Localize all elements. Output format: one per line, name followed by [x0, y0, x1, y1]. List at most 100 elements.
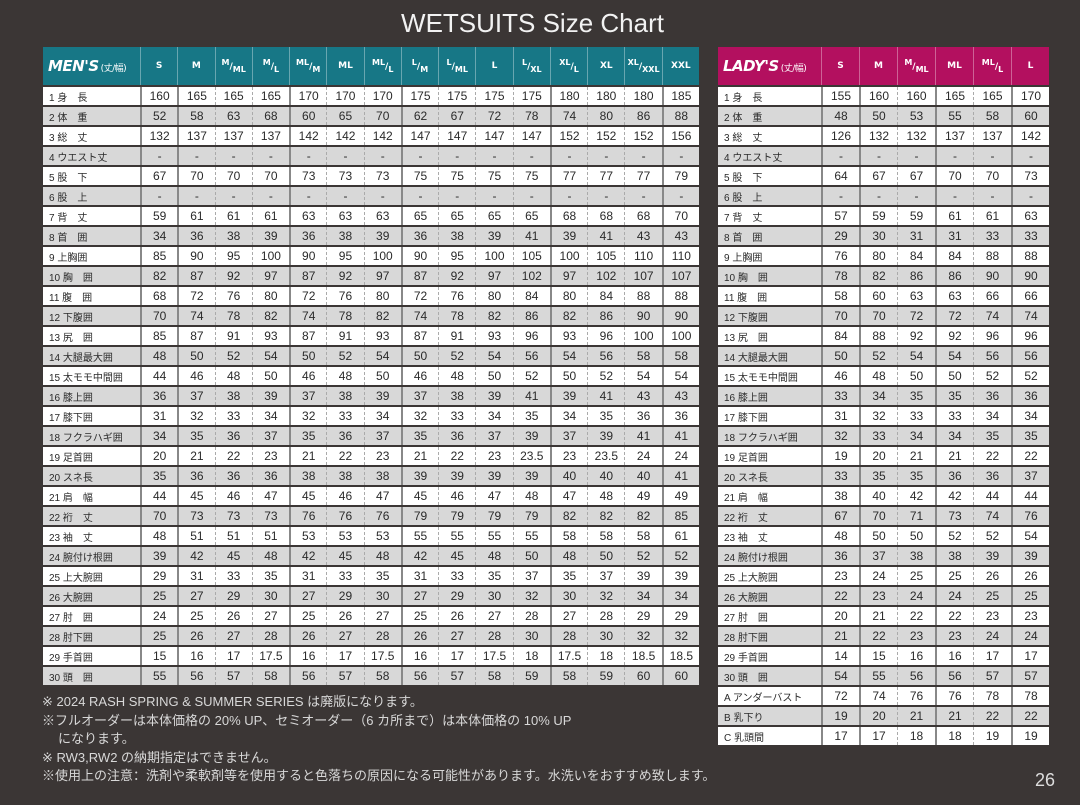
size-value: 60: [1011, 107, 1049, 125]
size-value: 142: [289, 127, 327, 145]
size-value: 70: [973, 167, 1011, 185]
size-value: 45: [289, 487, 327, 505]
size-value: 41: [587, 387, 625, 405]
size-value: 40: [859, 487, 897, 505]
size-value: 30: [512, 627, 550, 645]
size-value: 88: [661, 287, 699, 305]
size-value: -: [438, 187, 476, 205]
size-value: 37: [177, 387, 215, 405]
size-value: 52: [859, 347, 897, 365]
size-value: 48: [549, 547, 588, 565]
size-value: 72: [897, 307, 935, 325]
size-value: 38: [326, 467, 364, 485]
table-row: 8 首 囲 29 30 31 31 33 33: [718, 227, 1049, 245]
size-value: 25: [400, 607, 439, 625]
measurement-label: 2 体 重: [718, 107, 821, 125]
size-value: 50: [587, 547, 625, 565]
size-value: 35: [140, 467, 178, 485]
size-value: 82: [624, 507, 662, 525]
size-value: 30: [859, 227, 897, 245]
size-value: 76: [326, 507, 364, 525]
size-value: 63: [363, 207, 401, 225]
size-value: 33: [821, 467, 859, 485]
size-value: 175: [438, 87, 476, 105]
size-value: 27: [438, 627, 476, 645]
size-value: 45: [177, 487, 215, 505]
size-value: 57: [821, 207, 859, 225]
size-value: 35: [512, 407, 550, 425]
size-value: 66: [1011, 287, 1049, 305]
size-value: 34: [973, 407, 1011, 425]
size-value: 80: [549, 287, 588, 305]
size-value: 74: [859, 687, 897, 705]
size-value: 34: [935, 427, 973, 445]
size-value: 29: [661, 607, 699, 625]
size-value: 39: [475, 387, 513, 405]
size-value: 27: [289, 587, 327, 605]
measurement-label: 9 上胸囲: [718, 247, 821, 265]
size-value: 73: [289, 167, 327, 185]
size-value: 160: [859, 87, 897, 105]
measurement-label: 4 ウエスト丈: [718, 147, 821, 165]
size-value: 54: [897, 347, 935, 365]
size-value: 28: [363, 627, 401, 645]
size-value: 50: [251, 367, 290, 385]
measurement-label: 8 首 囲: [43, 227, 140, 245]
size-value: 29: [214, 587, 252, 605]
size-value: 40: [624, 467, 662, 485]
size-value: 46: [438, 487, 476, 505]
size-value: 48: [326, 367, 364, 385]
size-value: 71: [897, 507, 935, 525]
size-value: 31: [289, 567, 327, 585]
size-value: 39: [1011, 547, 1049, 565]
size-value: 92: [438, 267, 476, 285]
measurement-label: 27 肘 囲: [718, 607, 821, 625]
table-row: 4 ウエスト丈 - - - - - -: [718, 147, 1049, 165]
table-row: 16 膝上囲 36 37 38 39 37 38 39 37 38 39 41 39 41 43 43: [43, 387, 699, 405]
size-value: 28: [587, 607, 625, 625]
measurement-label: 1 身 長: [718, 87, 821, 105]
size-value: 82: [587, 507, 625, 525]
size-value: 37: [1011, 467, 1049, 485]
measurement-label: 26 大腕囲: [718, 587, 821, 605]
size-value: 91: [214, 327, 252, 345]
size-value: 52: [438, 347, 476, 365]
size-value: 48: [587, 487, 625, 505]
size-value: 59: [512, 667, 550, 685]
size-value: 90: [624, 307, 662, 325]
size-value: 23: [821, 567, 859, 585]
size-value: 66: [973, 287, 1011, 305]
size-value: 85: [661, 507, 699, 525]
size-value: -: [821, 147, 859, 165]
size-value: 37: [587, 567, 625, 585]
size-sub-label: M: [420, 64, 429, 74]
size-value: 165: [935, 87, 973, 105]
table-row: A アンダーバスト 72 74 76 76 78 78: [718, 687, 1049, 705]
size-value: 48: [214, 367, 252, 385]
size-value: 39: [624, 567, 662, 585]
size-value: 38: [363, 467, 401, 485]
size-value: 37: [512, 567, 550, 585]
size-value: 35: [177, 427, 215, 445]
size-value: 80: [363, 287, 401, 305]
size-value: -: [587, 187, 625, 205]
size-value: 16: [935, 647, 973, 665]
size-value: 24: [897, 587, 935, 605]
ladys-size-header: M/ML: [897, 47, 935, 85]
size-value: 33: [821, 387, 859, 405]
size-value: 79: [400, 507, 439, 525]
size-value: 14: [821, 647, 859, 665]
size-value: 73: [177, 507, 215, 525]
size-value: 38: [326, 227, 364, 245]
size-value: 17.5: [549, 647, 588, 665]
size-value: 34: [661, 587, 699, 605]
measurement-label: 6 股 上: [43, 187, 140, 205]
size-value: 152: [624, 127, 662, 145]
size-value: 76: [1011, 507, 1049, 525]
size-value: 50: [475, 367, 513, 385]
table-row: 24 腕付け根囲 36 37 38 38 39 39: [718, 547, 1049, 565]
size-value: 33: [897, 407, 935, 425]
size-value: 88: [859, 327, 897, 345]
size-value: 17: [821, 727, 859, 745]
mens-size-header: M/ML: [214, 47, 252, 85]
